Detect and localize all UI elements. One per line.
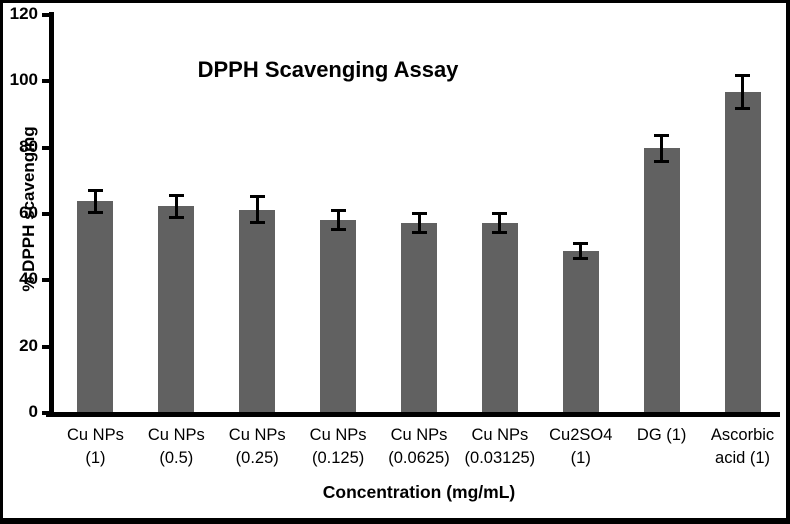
x-category-label: Cu2SO4 (1) bbox=[525, 424, 637, 470]
y-tick-mark bbox=[42, 13, 50, 17]
error-bar-cap-top bbox=[654, 134, 670, 138]
y-axis-label: % DPPH scavenging bbox=[19, 126, 38, 292]
error-bar-line bbox=[336, 209, 340, 230]
bar-9 bbox=[724, 91, 761, 412]
x-category-label-line: Cu2SO4 bbox=[549, 426, 613, 444]
x-category-label-line: Cu NPs bbox=[228, 426, 286, 444]
error-bar-cap-top bbox=[735, 74, 751, 78]
x-category-label-line: Ascorbic bbox=[710, 426, 775, 444]
x-category-label-line: (0.125) bbox=[311, 449, 365, 467]
y-tick-label: 0 bbox=[28, 402, 38, 421]
error-bar-line bbox=[93, 189, 97, 213]
y-tick-label: 120 bbox=[9, 4, 38, 23]
x-axis-line bbox=[46, 412, 780, 417]
error-bar-cap-top bbox=[330, 208, 346, 212]
x-category-label: Cu NPs (0.5) bbox=[120, 424, 232, 470]
x-axis-title: Concentration (mg/mL) bbox=[322, 482, 516, 502]
error-bar-cap-top bbox=[249, 195, 265, 199]
x-category-label: Cu NPs (0.125) bbox=[282, 424, 394, 470]
error-bar-line bbox=[174, 194, 178, 218]
x-category-label-line: (0.5) bbox=[159, 449, 194, 467]
error-bar-line bbox=[660, 135, 664, 162]
error-bar-cap-bottom bbox=[87, 211, 103, 214]
error-bar-line bbox=[255, 196, 259, 223]
error-bar-cap-top bbox=[573, 241, 589, 245]
error-bar-line bbox=[579, 242, 583, 260]
bar-1 bbox=[77, 201, 114, 412]
x-category-label: Ascorbic acid (1) bbox=[687, 424, 790, 470]
x-category-label-line: (0.0625) bbox=[388, 449, 450, 467]
bar-7 bbox=[562, 251, 599, 412]
x-category-label: Cu NPs (0.03125) bbox=[444, 424, 556, 470]
y-tick-mark bbox=[42, 212, 50, 216]
y-tick-mark bbox=[42, 278, 50, 283]
x-category-label-line: Cu NPs bbox=[67, 426, 124, 444]
error-bar-cap-bottom bbox=[573, 257, 589, 261]
x-category-label: Cu NPs (0.25) bbox=[201, 424, 313, 470]
error-bar-line bbox=[498, 213, 502, 233]
x-category-label-line: (0.25) bbox=[235, 449, 279, 467]
x-category-label-line: (0.03125) bbox=[464, 449, 536, 467]
bar-8 bbox=[643, 148, 680, 412]
error-bar-cap-bottom bbox=[492, 230, 508, 234]
error-bar-cap-top bbox=[87, 188, 103, 192]
x-category-label-line: Cu NPs bbox=[147, 426, 205, 444]
error-bar-cap-bottom bbox=[735, 106, 751, 110]
error-bar-cap-bottom bbox=[168, 215, 184, 219]
bar-3 bbox=[239, 209, 276, 412]
y-tick-label: 80 bbox=[19, 136, 38, 156]
x-category-label-line: Cu NPs bbox=[471, 426, 529, 444]
x-category-label-line: Cu NPs bbox=[309, 426, 367, 444]
x-category-label: DG (1) bbox=[606, 424, 718, 447]
y-tick-label: 60 bbox=[19, 203, 38, 222]
error-bar-cap-top bbox=[492, 212, 508, 215]
y-axis-line bbox=[49, 12, 54, 417]
x-category-label: Cu NPs (1) bbox=[39, 424, 151, 470]
x-category-label-line: (1) bbox=[570, 449, 591, 467]
x-category-label: Cu NPs (0.0625) bbox=[363, 424, 475, 470]
bar-6 bbox=[481, 222, 518, 412]
error-bar-line bbox=[741, 75, 745, 109]
error-bar-cap-bottom bbox=[249, 220, 265, 224]
y-tick-mark bbox=[42, 145, 50, 150]
y-tick-mark bbox=[42, 344, 50, 349]
y-tick-label: 20 bbox=[19, 335, 38, 355]
x-category-label-line: DG (1) bbox=[636, 426, 687, 444]
y-tick-label: 40 bbox=[19, 269, 38, 289]
error-bar-cap-bottom bbox=[330, 227, 346, 231]
bar-4 bbox=[320, 219, 357, 412]
y-tick-label: 100 bbox=[9, 70, 38, 90]
bar-5 bbox=[401, 222, 437, 412]
error-bar-cap-bottom bbox=[411, 230, 427, 234]
error-bar-cap-bottom bbox=[654, 159, 670, 163]
error-bar-cap-top bbox=[411, 212, 427, 215]
x-category-label-line: acid (1) bbox=[715, 449, 771, 467]
x-category-label-line: Cu NPs bbox=[390, 426, 448, 444]
error-bar-line bbox=[417, 213, 421, 233]
chart-title: DPPH Scavenging Assay bbox=[197, 57, 459, 82]
y-tick-mark bbox=[42, 79, 50, 84]
error-bar-cap-top bbox=[168, 193, 184, 197]
bar-2 bbox=[158, 206, 195, 412]
x-category-label-line: (1) bbox=[85, 449, 106, 467]
